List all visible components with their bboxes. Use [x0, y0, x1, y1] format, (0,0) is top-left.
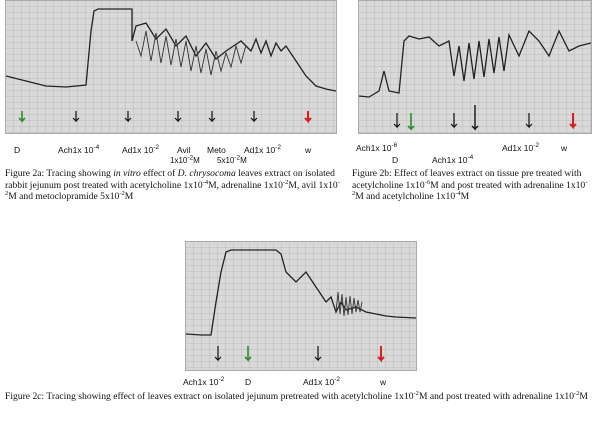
- figure-2c-arrows: [214, 346, 385, 363]
- fig2a-label-meto-conc: 5x10-2M: [217, 154, 247, 165]
- fig2a-label-d: D: [14, 145, 21, 155]
- figure-2a-tracing-image: [5, 0, 337, 134]
- figure-2c-trace-line: [186, 249, 416, 336]
- fig2a-label-ach: Ach1x 10-4: [58, 144, 100, 155]
- figure-2a: D Ach1x 10-4 Ad1x 10-2 Avil Meto Ad1x 10…: [0, 0, 340, 230]
- figure-2c-caption: Figure 2c: Tracing showing effect of lea…: [5, 389, 588, 402]
- fig2c-label-w: w: [380, 377, 387, 387]
- fig2a-label-w: w: [305, 145, 312, 155]
- fig2a-label-ad: Ad1x 10-2: [122, 144, 159, 155]
- fig2b-label-w: w: [561, 143, 568, 153]
- fig2b-label-d: D: [392, 155, 399, 165]
- figure-2c: Ach1x 10-2 D Ad1x 10-2 w Figure 2c: Trac…: [0, 236, 600, 428]
- figure-2a-caption: Figure 2a: Tracing showing in vitro effe…: [5, 168, 340, 203]
- figure-2b: Ach1x 10-6 D Ach1x 10-4 Ad1x 10-2 w Figu…: [350, 0, 600, 230]
- fig2a-label-avil: Avil: [177, 145, 191, 155]
- figure-2b-arrows: [393, 105, 577, 131]
- figure-2a-trace-line: [6, 8, 336, 92]
- figure-2a-arrows: [18, 111, 312, 124]
- fig2b-label-ach2: Ach1x 10-4: [432, 154, 474, 165]
- figure-2c-tracing-image: [185, 241, 417, 371]
- figure-2b-tracing-image: [358, 0, 592, 134]
- fig2a-label-meto: Meto: [207, 145, 226, 155]
- figure-2b-trace-line: [359, 29, 591, 98]
- fig2c-label-d: D: [245, 377, 252, 387]
- fig2c-label-ad: Ad1x 10-2: [303, 376, 340, 387]
- fig2b-label-ach: Ach1x 10-6: [356, 142, 398, 153]
- fig2a-label-avil-conc: 1x10-2M: [170, 154, 200, 165]
- fig2c-label-ach: Ach1x 10-2: [183, 376, 225, 387]
- fig2a-label-ad2: Ad1x 10-2: [244, 144, 281, 155]
- figure-2b-caption: Figure 2b: Effect of leaves extract on t…: [352, 168, 588, 203]
- fig2b-label-ad: Ad1x 10-2: [502, 142, 539, 153]
